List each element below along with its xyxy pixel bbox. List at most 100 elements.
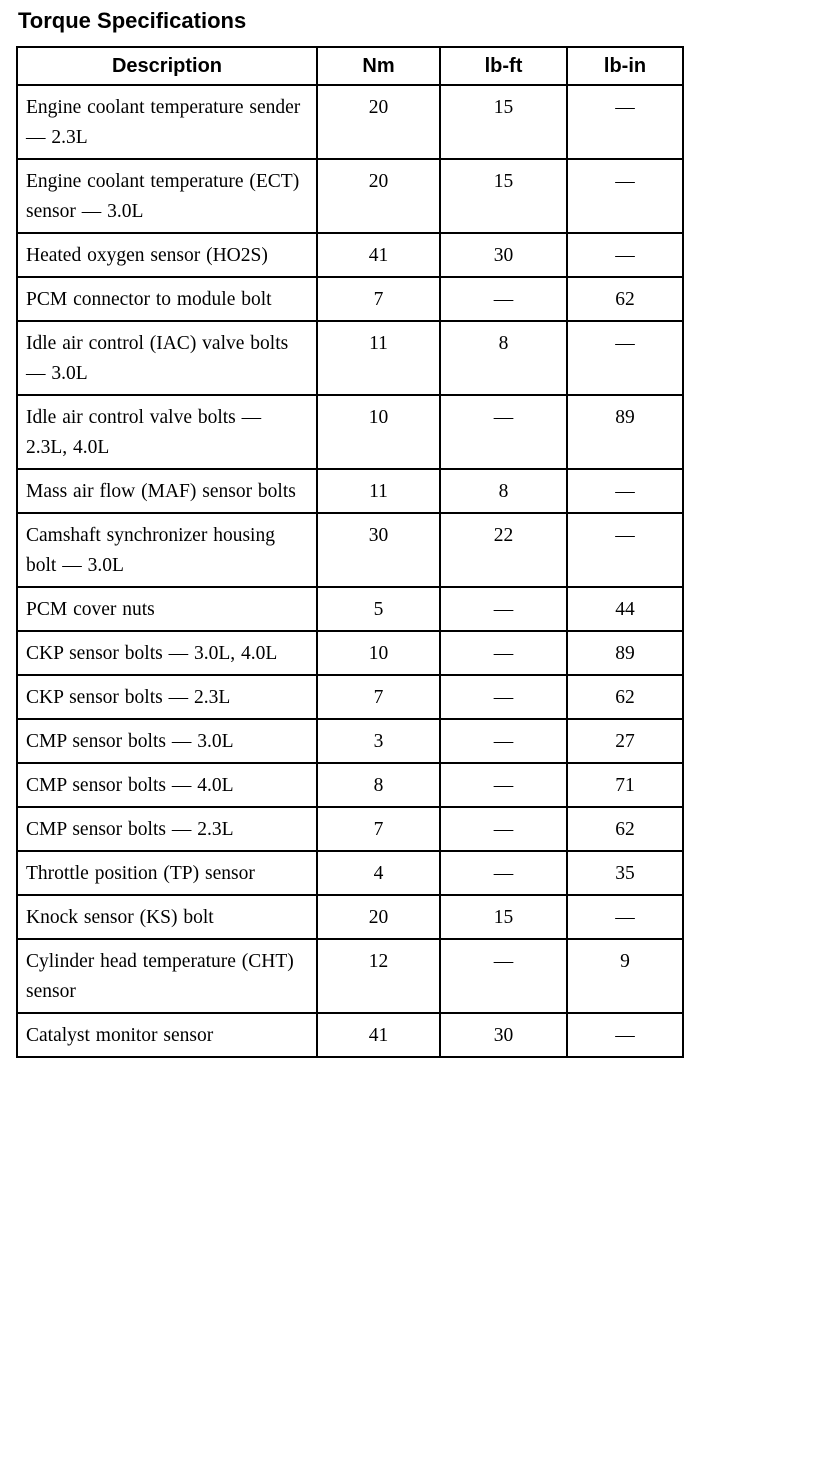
table-row: Mass air flow (MAF) sensor bolts 11 8— bbox=[16, 468, 684, 515]
nm-cell: 7 bbox=[316, 674, 441, 721]
lb-in-cell: 62 bbox=[566, 674, 684, 721]
lb-in-cell: — bbox=[566, 512, 684, 589]
table-row: Camshaft synchronizer housing bolt — 3.0… bbox=[16, 512, 684, 589]
table-row: Idle air control valve bolts — 2.3L, 4.0… bbox=[16, 394, 684, 471]
lb-ft-cell: — bbox=[439, 630, 568, 677]
lb-ft-cell: 8 bbox=[439, 320, 568, 397]
table-row: Throttle position (TP) sensor 4—35 bbox=[16, 850, 684, 897]
table-row: Knock sensor (KS) bolt 20 15— bbox=[16, 894, 684, 941]
table-body: Engine coolant temperature sender — 2.3L… bbox=[16, 84, 684, 1059]
header-lb-ft: lb-ft bbox=[439, 46, 568, 87]
table-row: PCM cover nuts 5—44 bbox=[16, 586, 684, 633]
description-cell: PCM connector to module bolt bbox=[16, 276, 318, 323]
table-row: CMP sensor bolts — 3.0L 3—27 bbox=[16, 718, 684, 765]
table-header: Description Nm lb-ft lb-in bbox=[16, 46, 684, 87]
lb-ft-cell: — bbox=[439, 806, 568, 853]
description-cell: Camshaft synchronizer housing bolt — 3.0… bbox=[16, 512, 318, 589]
lb-in-cell: — bbox=[566, 320, 684, 397]
nm-cell: 3 bbox=[316, 718, 441, 765]
nm-cell: 41 bbox=[316, 232, 441, 279]
lb-ft-cell: — bbox=[439, 586, 568, 633]
nm-cell: 5 bbox=[316, 586, 441, 633]
table-row: PCM connector to module bolt 7—62 bbox=[16, 276, 684, 323]
lb-ft-cell: — bbox=[439, 850, 568, 897]
nm-cell: 20 bbox=[316, 158, 441, 235]
table-row: Catalyst monitor sensor 41 30— bbox=[16, 1012, 684, 1059]
lb-in-cell: 71 bbox=[566, 762, 684, 809]
table-row: Engine coolant temperature (ECT) sensor … bbox=[16, 158, 684, 235]
nm-cell: 4 bbox=[316, 850, 441, 897]
lb-in-cell: 62 bbox=[566, 276, 684, 323]
header-description: Description bbox=[16, 46, 318, 87]
lb-ft-cell: — bbox=[439, 394, 568, 471]
torque-spec-table: Description Nm lb-ft lb-in Engine coolan… bbox=[16, 46, 684, 1059]
lb-ft-cell: 30 bbox=[439, 1012, 568, 1059]
lb-in-cell: 89 bbox=[566, 394, 684, 471]
lb-ft-cell: — bbox=[439, 762, 568, 809]
nm-cell: 12 bbox=[316, 938, 441, 1015]
description-cell: Heated oxygen sensor (HO2S) bbox=[16, 232, 318, 279]
nm-cell: 11 bbox=[316, 468, 441, 515]
description-cell: Catalyst monitor sensor bbox=[16, 1012, 318, 1059]
table-row: CKP sensor bolts — 3.0L, 4.0L 10—89 bbox=[16, 630, 684, 677]
table-row: Cylinder head temperature (CHT) sensor 12… bbox=[16, 938, 684, 1015]
lb-in-cell: 44 bbox=[566, 586, 684, 633]
lb-in-cell: 89 bbox=[566, 630, 684, 677]
description-cell: Idle air control (IAC) valve bolts — 3.0… bbox=[16, 320, 318, 397]
description-cell: Throttle position (TP) sensor bbox=[16, 850, 318, 897]
nm-cell: 10 bbox=[316, 630, 441, 677]
nm-cell: 8 bbox=[316, 762, 441, 809]
header-lb-in: lb-in bbox=[566, 46, 684, 87]
lb-in-cell: 62 bbox=[566, 806, 684, 853]
table-row: CKP sensor bolts — 2.3L 7—62 bbox=[16, 674, 684, 721]
table-row: CMP sensor bolts — 2.3L 7—62 bbox=[16, 806, 684, 853]
lb-ft-cell: 15 bbox=[439, 84, 568, 161]
lb-in-cell: — bbox=[566, 84, 684, 161]
description-cell: Knock sensor (KS) bolt bbox=[16, 894, 318, 941]
description-cell: Cylinder head temperature (CHT) sensor bbox=[16, 938, 318, 1015]
lb-in-cell: — bbox=[566, 468, 684, 515]
description-cell: CKP sensor bolts — 2.3L bbox=[16, 674, 318, 721]
nm-cell: 41 bbox=[316, 1012, 441, 1059]
lb-ft-cell: 8 bbox=[439, 468, 568, 515]
description-cell: Idle air control valve bolts — 2.3L, 4.0… bbox=[16, 394, 318, 471]
lb-ft-cell: — bbox=[439, 276, 568, 323]
description-cell: CKP sensor bolts — 3.0L, 4.0L bbox=[16, 630, 318, 677]
page-title: Torque Specifications bbox=[18, 8, 247, 33]
nm-cell: 11 bbox=[316, 320, 441, 397]
table-row: CMP sensor bolts — 4.0L 8—71 bbox=[16, 762, 684, 809]
nm-cell: 10 bbox=[316, 394, 441, 471]
lb-ft-cell: 15 bbox=[439, 894, 568, 941]
lb-ft-cell: 15 bbox=[439, 158, 568, 235]
header-nm: Nm bbox=[316, 46, 441, 87]
nm-cell: 7 bbox=[316, 276, 441, 323]
lb-ft-cell: 22 bbox=[439, 512, 568, 589]
table-row: Idle air control (IAC) valve bolts — 3.0… bbox=[16, 320, 684, 397]
nm-cell: 30 bbox=[316, 512, 441, 589]
description-cell: PCM cover nuts bbox=[16, 586, 318, 633]
lb-in-cell: 35 bbox=[566, 850, 684, 897]
lb-in-cell: — bbox=[566, 1012, 684, 1059]
lb-in-cell: — bbox=[566, 232, 684, 279]
lb-ft-cell: — bbox=[439, 938, 568, 1015]
nm-cell: 20 bbox=[316, 894, 441, 941]
lb-in-cell: — bbox=[566, 158, 684, 235]
description-cell: Mass air flow (MAF) sensor bolts bbox=[16, 468, 318, 515]
table-row: Heated oxygen sensor (HO2S) 41 30— bbox=[16, 232, 684, 279]
lb-ft-cell: 30 bbox=[439, 232, 568, 279]
lb-ft-cell: — bbox=[439, 674, 568, 721]
table-header-row: Description Nm lb-ft lb-in bbox=[16, 46, 684, 87]
lb-in-cell: — bbox=[566, 894, 684, 941]
lb-ft-cell: — bbox=[439, 718, 568, 765]
nm-cell: 20 bbox=[316, 84, 441, 161]
description-cell: CMP sensor bolts — 3.0L bbox=[16, 718, 318, 765]
description-cell: Engine coolant temperature sender — 2.3L bbox=[16, 84, 318, 161]
nm-cell: 7 bbox=[316, 806, 441, 853]
description-cell: CMP sensor bolts — 2.3L bbox=[16, 806, 318, 853]
table-row: Engine coolant temperature sender — 2.3L… bbox=[16, 84, 684, 161]
description-cell: Engine coolant temperature (ECT) sensor … bbox=[16, 158, 318, 235]
lb-in-cell: 9 bbox=[566, 938, 684, 1015]
lb-in-cell: 27 bbox=[566, 718, 684, 765]
description-cell: CMP sensor bolts — 4.0L bbox=[16, 762, 318, 809]
